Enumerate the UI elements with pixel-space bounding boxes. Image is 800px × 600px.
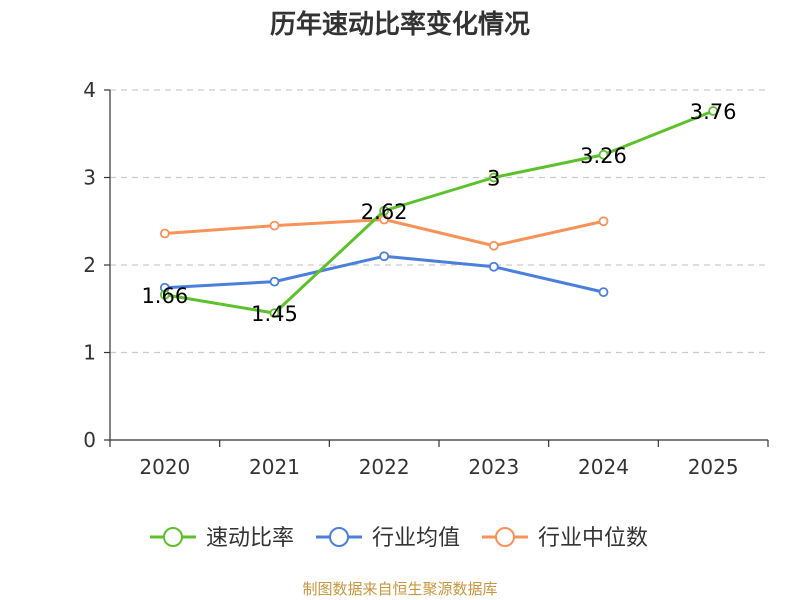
data-point xyxy=(269,308,280,319)
data-label: 3.76 xyxy=(690,100,737,124)
chart-title: 历年速动比率变化情况 xyxy=(269,10,530,40)
data-point xyxy=(159,289,170,300)
data-point xyxy=(598,216,609,227)
legend-marker xyxy=(495,527,515,547)
data-point xyxy=(488,240,499,251)
data-label: 1.66 xyxy=(141,284,188,308)
legend-item-2: 行业中位数 xyxy=(482,526,648,551)
data-point xyxy=(269,276,280,287)
x-tick-label-2020: 2020 xyxy=(139,455,190,479)
data-point xyxy=(598,149,609,160)
data-label: 3.26 xyxy=(580,144,627,168)
y-tick-label: 4 xyxy=(83,78,96,102)
y-tick-label: 0 xyxy=(83,428,96,452)
data-label: 1.45 xyxy=(251,302,298,326)
data-point xyxy=(488,261,499,272)
legend-label: 行业均值 xyxy=(372,526,460,551)
x-tick-label-2024: 2024 xyxy=(578,455,629,479)
data-point xyxy=(598,287,609,298)
x-tick-label-2023: 2023 xyxy=(468,455,519,479)
data-point xyxy=(159,228,170,239)
series-line-1 xyxy=(164,254,604,294)
data-point xyxy=(379,251,390,262)
legend-item-0: 速动比率 xyxy=(150,526,294,551)
legend-label: 行业中位数 xyxy=(538,526,648,551)
data-point xyxy=(488,172,499,183)
y-tick-label: 2 xyxy=(83,253,96,277)
source-note: 制图数据来自恒生聚源数据库 xyxy=(302,580,498,598)
x-tick-label-2025: 2025 xyxy=(688,455,739,479)
data-point xyxy=(379,205,390,216)
series-line-0 xyxy=(164,109,714,315)
legend-marker xyxy=(163,527,183,547)
data-label: 2.62 xyxy=(361,200,408,224)
legend-item-1: 行业均值 xyxy=(316,526,460,551)
x-tick-label-2022: 2022 xyxy=(359,455,410,479)
data-point xyxy=(269,220,280,231)
data-point xyxy=(708,106,719,116)
y-tick-label: 3 xyxy=(83,166,96,190)
legend-label: 速动比率 xyxy=(206,526,294,551)
legend-marker xyxy=(329,527,349,547)
data-label: 3 xyxy=(487,167,500,191)
x-tick-label-2021: 2021 xyxy=(249,455,300,479)
y-tick-label: 1 xyxy=(83,341,96,365)
